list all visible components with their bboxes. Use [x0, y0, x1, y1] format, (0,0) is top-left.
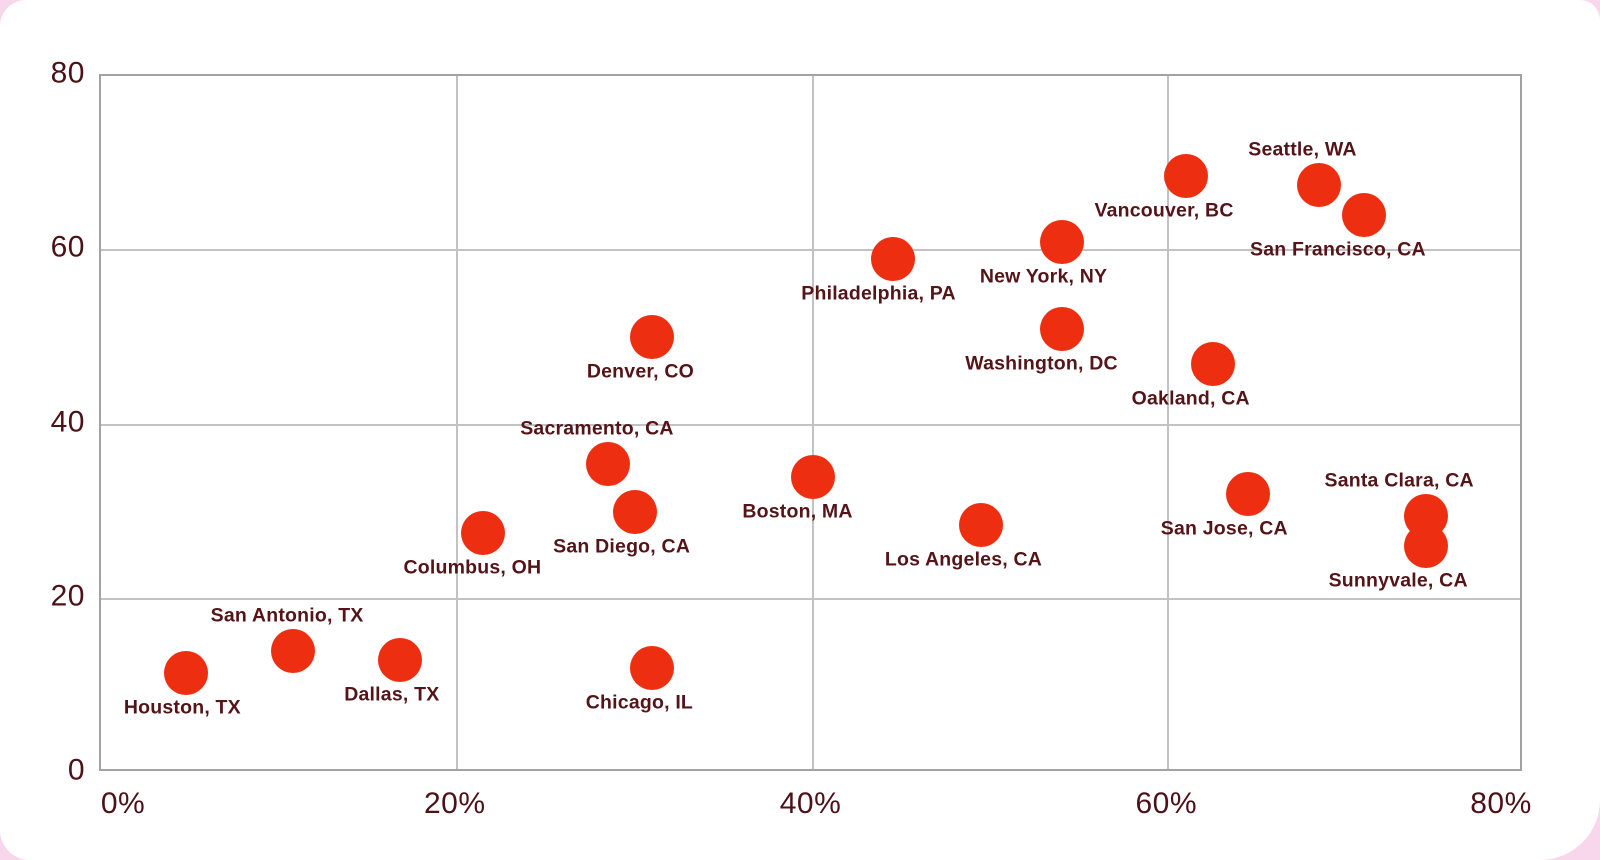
- x-tick-label-20: 20%: [423, 787, 486, 820]
- point-label-vancouver-bc: Vancouver, BC: [1094, 199, 1234, 222]
- point-label-dallas-tx: Dallas, TX: [344, 683, 440, 706]
- y-gridline-60: [101, 249, 1520, 252]
- data-point-vancouver-bc: [1164, 154, 1209, 199]
- x-gridline-40: [811, 76, 814, 769]
- data-point-los-angeles-ca: [959, 502, 1004, 547]
- data-point-seattle-wa: [1297, 162, 1342, 207]
- x-tick-label-80: 80%: [1470, 787, 1532, 820]
- x-gridline-60: [1167, 76, 1170, 769]
- data-point-san-jose-ca: [1226, 472, 1271, 517]
- point-label-sunnyvale-ca: Sunnyvale, CA: [1328, 569, 1468, 592]
- point-label-los-angeles-ca: Los Angeles, CA: [884, 548, 1043, 571]
- point-label-san-antonio-tx: San Antonio, TX: [210, 604, 364, 627]
- y-tick-label-80: 80: [50, 56, 85, 90]
- data-point-columbus-oh: [461, 511, 506, 556]
- point-label-chicago-il: Chicago, IL: [585, 691, 694, 714]
- x-tick-label-60: 60%: [1135, 787, 1198, 820]
- y-tick-label-20: 20: [50, 579, 85, 613]
- data-point-washington-dc: [1039, 306, 1084, 351]
- y-tick-label-0: 0: [67, 753, 85, 787]
- y-tick-label-40: 40: [50, 404, 85, 438]
- point-label-san-diego-ca: San Diego, CA: [553, 535, 691, 558]
- data-point-philadelphia-pa: [870, 236, 915, 281]
- point-label-philadelphia-pa: Philadelphia, PA: [801, 282, 956, 305]
- data-point-boston-ma: [790, 454, 835, 499]
- data-point-oakland-ca: [1190, 341, 1235, 386]
- point-label-oakland-ca: Oakland, CA: [1131, 387, 1250, 409]
- point-label-washington-dc: Washington, DC: [965, 352, 1118, 375]
- data-point-sunnyvale-ca: [1404, 524, 1449, 569]
- y-tick-label-60: 60: [50, 230, 85, 264]
- point-label-sacramento-ca: Sacramento, CA: [520, 417, 674, 440]
- point-label-boston-ma: Boston, MA: [742, 500, 853, 523]
- point-label-houston-tx: Houston, TX: [123, 696, 241, 719]
- y-gridline-40: [101, 423, 1520, 426]
- x-tick-label-0: 0%: [100, 787, 146, 820]
- data-point-sacramento-ca: [585, 441, 630, 486]
- data-point-denver-co: [630, 315, 675, 360]
- data-point-new-york-ny: [1039, 219, 1084, 264]
- data-point-san-francisco-ca: [1341, 193, 1386, 238]
- x-tick-label-40: 40%: [779, 787, 842, 820]
- point-label-new-york-ny: New York, NY: [979, 265, 1108, 288]
- plot-area: Houston, TX San Antonio, TX Dallas, TX Chic…: [99, 74, 1522, 771]
- point-label-seattle-wa: Seattle, WA: [1248, 138, 1357, 161]
- data-point-san-antonio-tx: [271, 629, 316, 674]
- x-gridline-20: [455, 76, 458, 769]
- y-gridline-20: [101, 597, 1520, 600]
- point-label-san-francisco-ca: San Francisco, CA: [1250, 238, 1426, 261]
- point-label-san-jose-ca: San Jose, CA: [1160, 517, 1288, 540]
- point-label-columbus-oh: Columbus, OH: [403, 556, 542, 579]
- point-label-santa-clara-ca: Santa Clara, CA: [1324, 469, 1474, 492]
- data-point-chicago-il: [630, 646, 675, 691]
- data-point-dallas-tx: [377, 637, 422, 682]
- data-point-san-diego-ca: [612, 489, 657, 534]
- data-point-houston-tx: [164, 650, 209, 695]
- point-label-denver-co: Denver, CO: [586, 360, 694, 383]
